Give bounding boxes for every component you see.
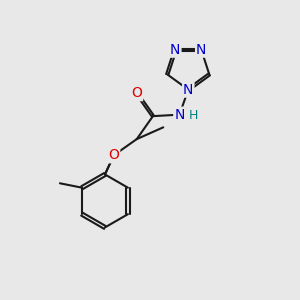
Text: N: N: [170, 43, 181, 57]
Text: H: H: [189, 109, 198, 122]
Text: N: N: [196, 43, 206, 57]
Text: O: O: [131, 86, 142, 100]
Text: N: N: [183, 82, 194, 97]
Text: O: O: [108, 148, 119, 162]
Text: N: N: [174, 108, 184, 122]
